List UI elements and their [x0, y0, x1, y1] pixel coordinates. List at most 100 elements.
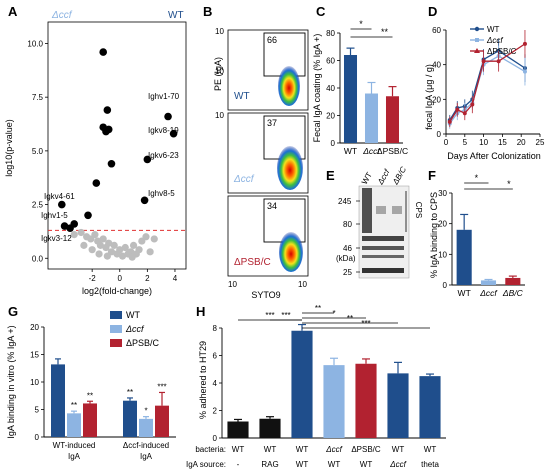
flow-gate-pct-ccf: 37	[267, 118, 277, 128]
panel-d-legend: WT Δccf ΔPSB/C	[470, 25, 517, 56]
volcano-point-nonsig-20	[135, 246, 143, 254]
c-plot-xlabel-0: WT	[344, 146, 357, 156]
flow-plot-ccf: 37 Δccf	[227, 112, 309, 194]
f-plot-xlabel-1: Δccf	[479, 288, 498, 298]
volcano-point-nonsig-6	[96, 241, 105, 249]
f-plot-xlabel-2: ΔB/C	[502, 288, 524, 298]
gene-label-ighv8-5: Ighv8-5	[148, 189, 175, 198]
legend-d-psbc: ΔPSB/C	[487, 47, 517, 56]
h-row-iga-label: IgA source:	[186, 460, 226, 469]
volcano-point-nonsig-11	[110, 241, 118, 249]
f-plot-ytick-label-3: 30	[438, 189, 447, 198]
a-xtick-label-1: 0	[118, 274, 123, 283]
c-sig-star-2: **	[381, 27, 389, 37]
flow-y-label: PE (IgA)	[213, 57, 223, 91]
panel-a-x-label: log2(fold-change)	[82, 286, 152, 296]
panel-f-letter: F	[428, 168, 436, 183]
volcano-point-sig-11	[66, 224, 74, 232]
f-plot-bar-0	[456, 229, 472, 285]
flow-gate-pct-wt: 66	[267, 35, 277, 45]
legend-d-ccf: Δccf	[486, 36, 503, 45]
cps-label: CPS	[414, 202, 423, 218]
h-sig-star-1: ***	[281, 311, 290, 320]
h-bacteria-0: WT	[232, 445, 245, 454]
f-plot-ytick-label-2: 20	[438, 220, 447, 229]
g-ytick-label-1: 5	[35, 406, 40, 415]
d-ytick-label-2: 40	[432, 61, 441, 70]
c-plot-xlabel-2: ΔPSB/C	[377, 146, 408, 156]
flow-x-label: SYTO9	[251, 290, 280, 300]
flow-sample-ccf: Δccf	[233, 174, 255, 185]
volcano-point-sig-6	[92, 179, 101, 187]
flow-plot-psbc: 34 ΔPSB/C	[227, 195, 309, 277]
group-g-2-line2: IgA	[140, 452, 153, 461]
volcano-point-nonsig-9	[105, 239, 113, 247]
volcano-point-sig-7	[84, 211, 92, 220]
h-bacteria-4: ΔPSB/C	[351, 445, 381, 454]
volcano-point-nonsig-4	[91, 231, 99, 239]
f-plot-ytick-label-1: 10	[438, 250, 447, 259]
marker-25: 25	[343, 268, 352, 277]
d-point-2-1	[455, 107, 460, 112]
blot-band-25	[362, 268, 404, 273]
panel-g-letter: G	[8, 304, 18, 319]
g-ytick-label-0: 0	[35, 433, 40, 442]
g-ytick-label-3: 15	[30, 351, 39, 360]
lane-ccf: Δccf	[375, 167, 391, 187]
group-g-1-line2: IgA	[68, 452, 81, 461]
g-bar-0-0	[51, 364, 65, 437]
volcano-point-nonsig-1	[77, 228, 85, 237]
d-point-2-4	[481, 59, 486, 64]
h-bacteria-5: WT	[392, 445, 405, 454]
h-bar-4	[355, 363, 377, 438]
volcano-point-nonsig-18	[129, 241, 138, 249]
volcano-point-nonsig-23	[146, 248, 154, 256]
group-g-1-line1: WT-induced	[53, 441, 96, 450]
volcano-point-nonsig-22	[142, 233, 150, 241]
volcano-point-nonsig-27	[128, 253, 136, 261]
h-bar-1	[259, 418, 281, 438]
a-ytick-label-3: 7.5	[32, 93, 44, 102]
legend-g-wt: WT	[126, 310, 140, 320]
panel-g-legend: WT Δccf ΔPSB/C	[110, 310, 160, 348]
flow-sample-psbc: ΔPSB/C	[234, 257, 271, 268]
blot-smear-wt	[362, 188, 372, 233]
panel-e-letter: E	[326, 168, 335, 183]
h-sig-star-3: *	[332, 309, 335, 318]
gene-label-igkv8-19: Igkv8-19	[148, 126, 179, 135]
marker-245: 245	[338, 197, 352, 206]
a-ytick-label-0: 0.0	[32, 254, 44, 263]
volcano-point-nonsig-15	[121, 243, 129, 252]
c-plot-bar-2	[385, 96, 400, 143]
gene-label-igkv3-12: Igkv3-12	[41, 234, 72, 243]
panel-d: D 0 20 40 60 0 5 10 15 20 25 fecal IgA (μg / g) D…	[424, 4, 545, 161]
g-ytick-label-2: 10	[30, 378, 39, 387]
volcano-point-nonsig-14	[118, 252, 127, 260]
g-bar-1-2	[155, 405, 169, 437]
d-point-1-6	[522, 69, 527, 74]
marker-80: 80	[343, 220, 352, 229]
h-ytick-label-1: 2	[213, 407, 218, 416]
h-iga-source-5: Δccf	[389, 460, 406, 469]
d-ytick-label-1: 20	[432, 95, 441, 104]
panel-g-y-label: IgA binding in vitro (% IgA +)	[6, 325, 16, 438]
g-bar-0-2	[83, 403, 97, 437]
g-bar-0-1	[67, 413, 81, 437]
volcano-point-sig-0	[99, 48, 107, 56]
c-plot-ytick-label-2: 40	[326, 84, 335, 93]
panel-d-letter: D	[428, 4, 437, 19]
panel-f-bar-chart: 0 10 20 30 WT Δccf ΔB/C * *	[438, 173, 525, 298]
g-sig-mark-0: **	[71, 401, 77, 410]
volcano-point-sig-8	[58, 200, 66, 209]
d-xtick-label-0: 0	[444, 138, 449, 147]
marker-46: 46	[343, 244, 352, 253]
lane-bc: ΔB/C	[390, 165, 408, 187]
h-ytick-label-3: 6	[213, 352, 218, 361]
d-xtick-label-5: 25	[536, 138, 545, 147]
lane-wt: WT	[360, 171, 374, 186]
c-plot-bar-0	[343, 55, 358, 143]
h-bar-6	[419, 376, 441, 438]
panel-h-categories: WT WT WT Δccf ΔPSB/C WT WT - RAG WT WT WT Δccf theta	[232, 445, 440, 469]
h-bacteria-3: Δccf	[325, 445, 342, 454]
